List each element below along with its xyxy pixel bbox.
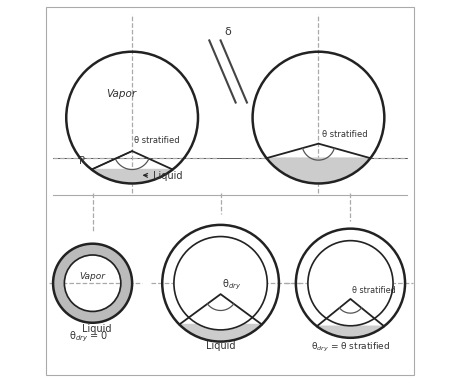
Text: Liquid: Liquid [143,171,182,181]
Text: Vapor: Vapor [79,272,106,282]
Text: R: R [79,156,86,166]
Text: θ stratified: θ stratified [134,136,179,145]
Text: θ$_{dry}$ = 0: θ$_{dry}$ = 0 [69,330,108,345]
Text: δ: δ [224,27,231,37]
Text: Liquid: Liquid [81,324,111,334]
Text: θ stratified: θ stratified [321,130,367,139]
Circle shape [174,236,267,330]
Polygon shape [91,170,172,183]
Text: θ stratified: θ stratified [351,286,394,295]
Text: θ$_{dry}$: θ$_{dry}$ [222,278,241,292]
Polygon shape [316,326,383,338]
Polygon shape [266,158,369,183]
Text: Vapor: Vapor [106,89,135,99]
Polygon shape [179,324,261,342]
Text: θ$_{dry}$ = θ stratified: θ$_{dry}$ = θ stratified [310,340,389,354]
Circle shape [307,241,392,326]
Text: Liquid: Liquid [205,341,235,351]
Polygon shape [53,244,132,323]
